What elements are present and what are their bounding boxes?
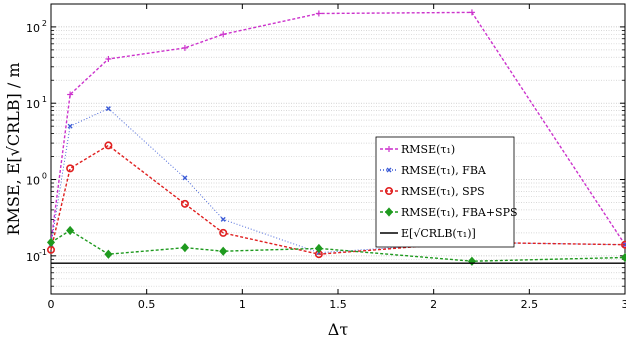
y-tick-label: 10 [26,175,40,188]
data-point [183,176,187,180]
series-line [51,231,625,262]
data-point [106,107,110,111]
data-point [468,257,475,265]
data-point [181,244,188,252]
y-tick-label: 10 [26,98,40,111]
legend-entry: RMSE(τ₁), FBA+SPS [380,206,518,219]
data-point [220,247,227,255]
data-point [182,45,188,51]
series-line [51,145,625,254]
y-tick-label: 10 [26,22,40,35]
legend-label: RMSE(τ₁) [401,143,455,156]
y-tick-exponent: 0 [42,172,47,181]
grid [51,27,625,286]
x-tick-label: 2.5 [521,298,539,311]
data-point [67,226,74,234]
data-point [220,31,226,37]
data-point [105,142,111,148]
y-tick-exponent: -1 [39,248,47,257]
series-layer [48,9,626,265]
y-tick-exponent: 1 [42,95,47,104]
x-tick-label: 1.5 [329,298,347,311]
series-line [51,109,625,253]
series-2 [48,142,626,257]
legend-label: RMSE(τ₁), FBA [401,164,487,177]
legend-label: E[√CRLB(τ₁)] [401,227,476,240]
data-point [316,10,322,16]
legend: RMSE(τ₁) RMSE(τ₁), FBA RMSE(τ₁), SPS RMSE(τ… [376,137,518,247]
data-point [622,254,626,262]
legend-label: RMSE(τ₁), FBA+SPS [401,206,518,219]
x-tick-label: 0 [48,298,55,311]
y-axis-label: RMSE, E[√CRLB] / m [4,62,23,235]
data-point [469,9,475,15]
x-tick-label: 3 [622,298,626,311]
data-point [182,201,188,207]
y-tick-exponent: 2 [42,19,47,28]
y-tick-label: 10 [26,251,40,264]
x-tick-label: 1 [239,298,246,311]
legend-label: RMSE(τ₁), SPS [401,185,485,198]
series-1 [49,107,626,255]
x-tick-label: 0.5 [138,298,156,311]
series-0 [48,9,626,247]
x-axis-label: Δτ [328,320,349,339]
data-point [105,56,111,62]
data-point [105,250,112,258]
x-tick-label: 2 [430,298,437,311]
